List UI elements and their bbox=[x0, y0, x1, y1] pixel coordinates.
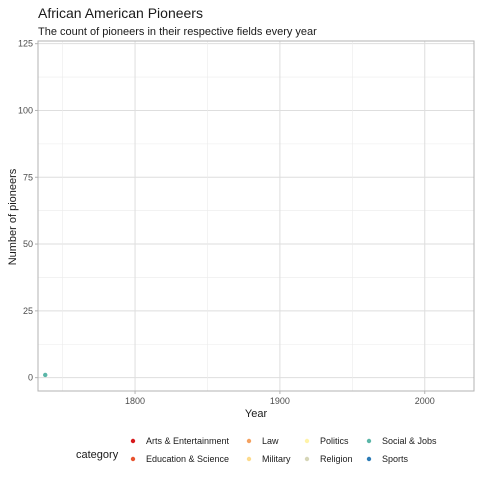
legend-key bbox=[366, 438, 372, 444]
legend-key bbox=[304, 438, 310, 444]
legend-item: Sports bbox=[366, 454, 409, 464]
tick-label-x: 1800 bbox=[125, 396, 145, 406]
tick-label-y: 75 bbox=[23, 172, 33, 182]
legend-item: Arts & Entertainment bbox=[130, 436, 230, 446]
legend-label: Education & Science bbox=[146, 454, 229, 464]
legend-item: Religion bbox=[304, 454, 353, 464]
legend-label: Law bbox=[262, 436, 279, 446]
legend-title: category bbox=[76, 449, 119, 461]
y-axis-title: Number of pioneers bbox=[7, 168, 19, 265]
legend-key bbox=[366, 456, 372, 462]
legend-key bbox=[246, 456, 252, 462]
tick-label-y: 50 bbox=[23, 239, 33, 249]
grid bbox=[38, 41, 474, 391]
legend-item: Politics bbox=[304, 436, 349, 446]
legend-label: Religion bbox=[320, 454, 353, 464]
data-points bbox=[43, 372, 48, 378]
plot-panel bbox=[37, 40, 475, 392]
chart-subtitle: The count of pioneers in their respectiv… bbox=[38, 26, 317, 38]
legend-label: Social & Jobs bbox=[382, 436, 437, 446]
legend-item: Military bbox=[246, 454, 291, 464]
axis-ticks: 0 25 50 75 100 125 1800 1900 2000 bbox=[18, 39, 435, 406]
tick-label-x: 1900 bbox=[270, 396, 290, 406]
tick-label-y: 25 bbox=[23, 306, 33, 316]
legend-item: Education & Science bbox=[130, 454, 229, 464]
legend-key bbox=[304, 456, 310, 462]
legend-item: Social & Jobs bbox=[366, 436, 437, 446]
legend-label: Arts & Entertainment bbox=[146, 436, 230, 446]
tick-label-x: 2000 bbox=[415, 396, 435, 406]
tick-label-y: 100 bbox=[18, 105, 33, 115]
chart-title: African American Pioneers bbox=[38, 5, 203, 21]
data-point bbox=[43, 372, 48, 378]
legend: category Arts & Entertainment Education &… bbox=[76, 436, 437, 464]
tick-label-y: 125 bbox=[18, 39, 33, 49]
legend-item: Law bbox=[246, 436, 279, 446]
legend-key bbox=[130, 456, 136, 462]
legend-key bbox=[130, 438, 136, 444]
legend-label: Military bbox=[262, 454, 291, 464]
legend-key bbox=[246, 438, 252, 444]
tick-label-y: 0 bbox=[28, 373, 33, 383]
legend-label: Politics bbox=[320, 436, 349, 446]
x-axis-title: Year bbox=[245, 408, 268, 420]
legend-label: Sports bbox=[382, 454, 409, 464]
